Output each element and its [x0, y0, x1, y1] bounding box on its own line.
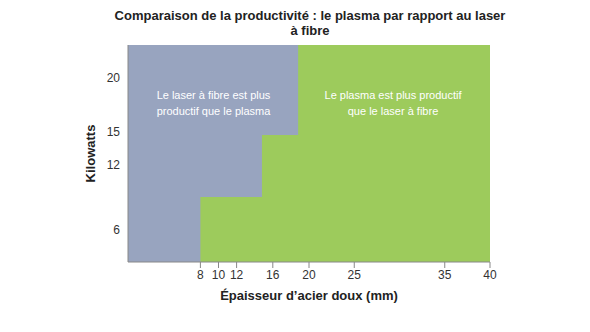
html-text:que le laser à fibre: que le laser à fibre: [347, 105, 439, 117]
svg-text:10: 10: [212, 268, 226, 282]
html-text:productif que le plasma: productif que le plasma: [156, 105, 271, 117]
svg-text:35: 35: [438, 268, 452, 282]
svg-text:20: 20: [302, 268, 316, 282]
svg-text:16: 16: [266, 268, 280, 282]
svg-text:8: 8: [197, 268, 204, 282]
svg-text:15: 15: [107, 125, 121, 139]
svg-text:40: 40: [483, 268, 497, 282]
svg-text:12: 12: [107, 158, 121, 172]
svg-text:Kilowatts: Kilowatts: [83, 125, 98, 183]
html-text:Comparaison de la productivité: Comparaison de la productivité : le plas…: [114, 8, 506, 38]
svg-text:Épaisseur d’acier doux (mm): Épaisseur d’acier doux (mm): [220, 288, 398, 303]
svg-text:20: 20: [107, 71, 121, 85]
svg-text:6: 6: [113, 223, 120, 237]
svg-text:12: 12: [230, 268, 244, 282]
html-text:Le laser à fibre est plus: Le laser à fibre est plus: [156, 89, 271, 101]
svg-text:25: 25: [348, 268, 362, 282]
html-text:Le plasma est plus productif: Le plasma est plus productif: [324, 89, 462, 101]
